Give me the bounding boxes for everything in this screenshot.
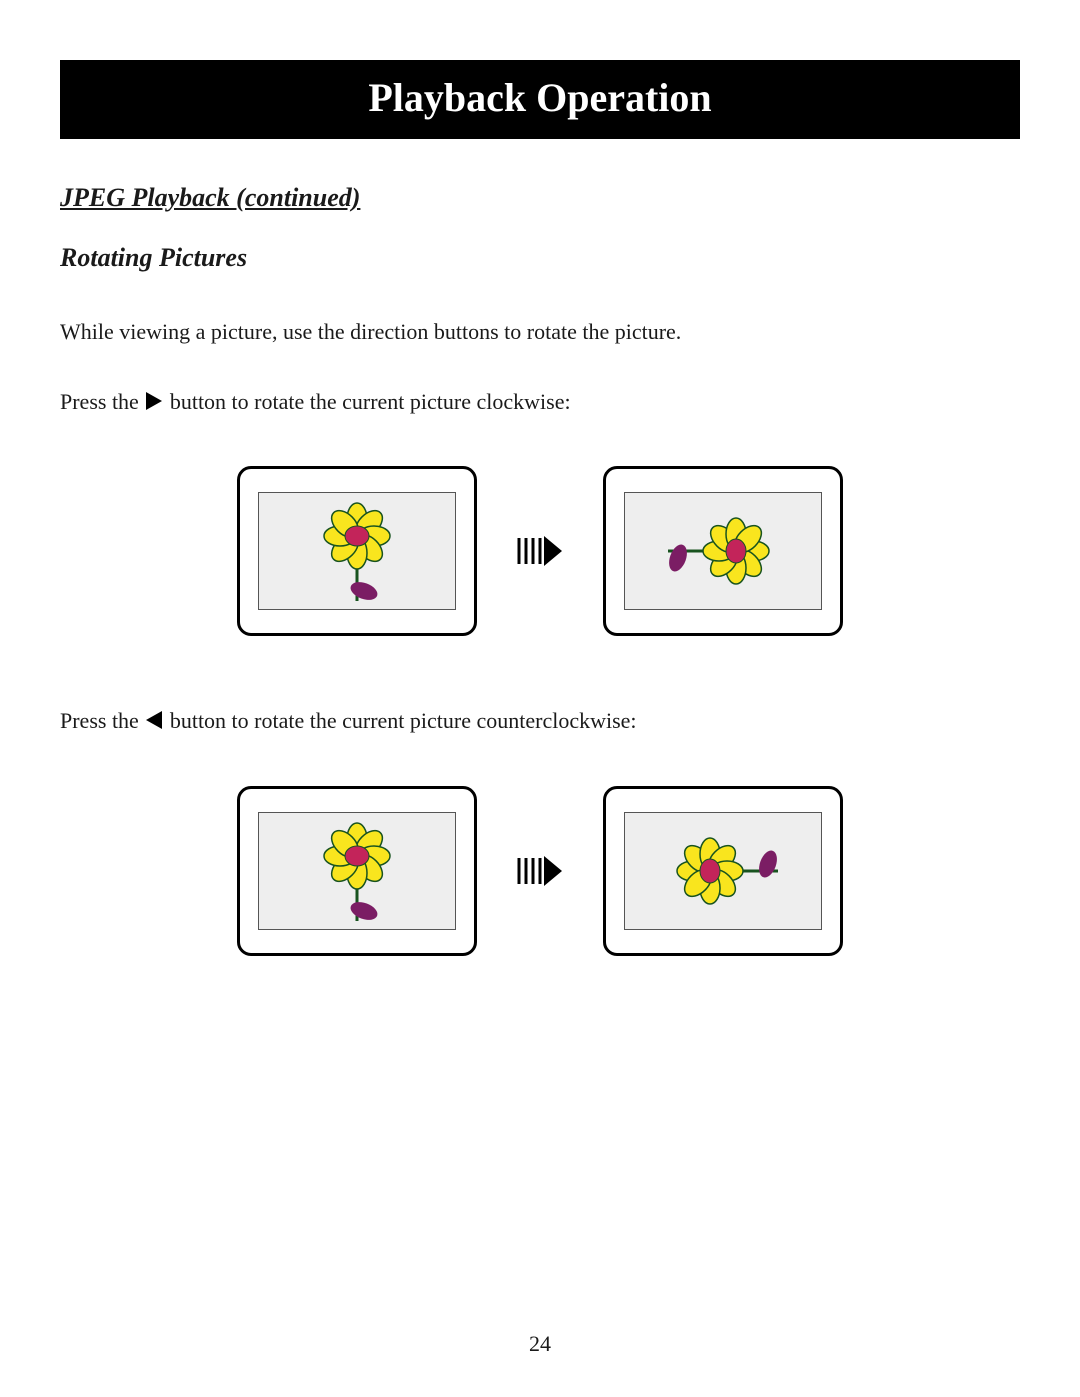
counterclockwise-diagram — [60, 786, 1020, 956]
cw-prefix: Press the — [60, 389, 144, 414]
ccw-before-frame — [237, 786, 477, 956]
cw-before-inner — [258, 492, 456, 610]
flower-upright-icon — [307, 496, 407, 606]
flower-rotated-cw-icon — [643, 501, 803, 601]
flower-upright-icon — [307, 816, 407, 926]
clockwise-diagram — [60, 466, 1020, 636]
ccw-prefix: Press the — [60, 708, 144, 733]
page-title-bar: Playback Operation — [60, 60, 1020, 139]
ccw-after-frame — [603, 786, 843, 956]
ccw-suffix: button to rotate the current picture cou… — [170, 708, 637, 733]
page-title: Playback Operation — [368, 75, 711, 120]
cw-after-frame — [603, 466, 843, 636]
cw-after-inner — [624, 492, 822, 610]
section-heading: JPEG Playback (continued) — [60, 183, 1020, 213]
left-arrow-icon — [144, 710, 164, 730]
counterclockwise-paragraph: Press the button to rotate the current p… — [60, 706, 1020, 736]
intro-paragraph: While viewing a picture, use the directi… — [60, 317, 1020, 347]
cw-before-frame — [237, 466, 477, 636]
flower-rotated-ccw-icon — [643, 821, 803, 921]
subsection-heading: Rotating Pictures — [60, 243, 1020, 273]
ccw-before-inner — [258, 812, 456, 930]
page: Playback Operation JPEG Playback (contin… — [0, 0, 1080, 1397]
transition-arrow-icon — [517, 534, 563, 568]
cw-suffix: button to rotate the current picture clo… — [170, 389, 571, 414]
page-number: 24 — [0, 1331, 1080, 1357]
ccw-after-inner — [624, 812, 822, 930]
transition-arrow-icon — [517, 854, 563, 888]
clockwise-paragraph: Press the button to rotate the current p… — [60, 387, 1020, 417]
right-arrow-icon — [144, 391, 164, 411]
